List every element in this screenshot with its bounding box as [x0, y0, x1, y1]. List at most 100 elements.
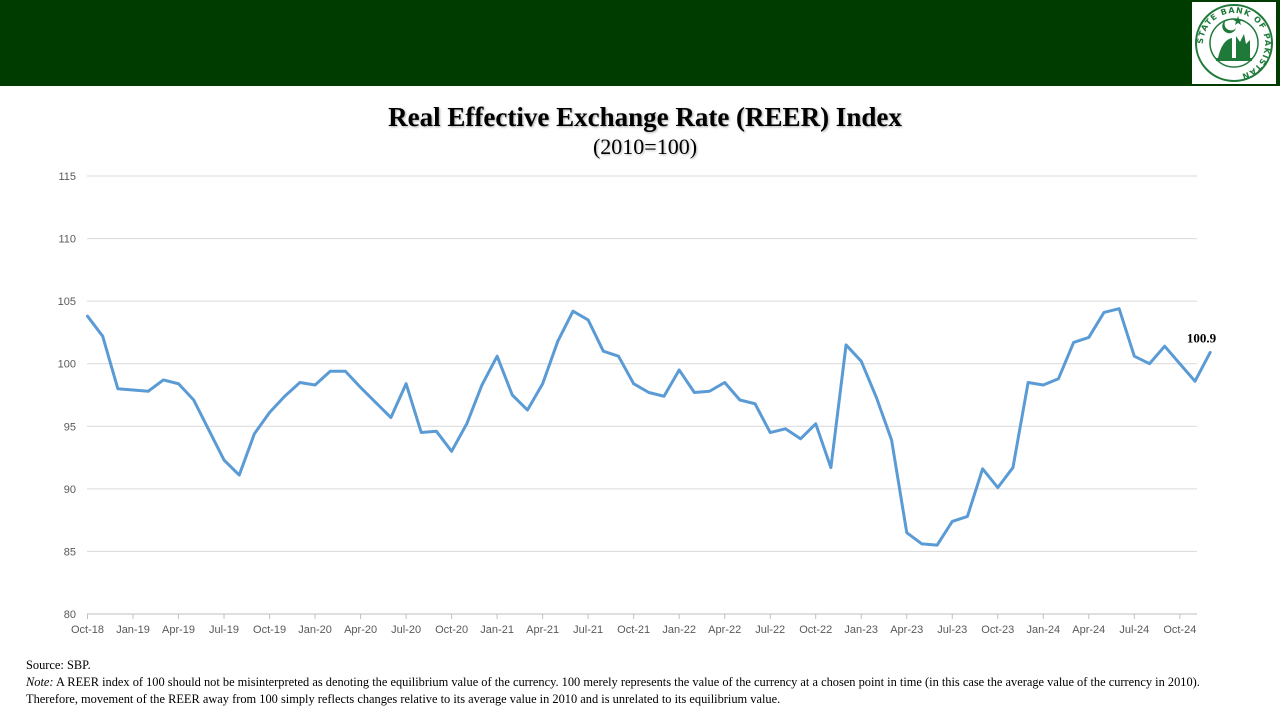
data-point	[784, 427, 787, 430]
data-point	[663, 395, 666, 398]
data-point	[268, 411, 271, 414]
data-point	[450, 450, 453, 453]
data-point	[799, 437, 802, 440]
footer: Source: SBP. Note: A REER index of 100 s…	[26, 657, 1226, 708]
x-tick-label: Jul-21	[573, 624, 603, 636]
data-point	[845, 343, 848, 346]
data-point	[374, 401, 377, 404]
x-tick-label: Oct-18	[71, 624, 104, 636]
data-point	[435, 430, 438, 433]
data-point	[678, 368, 681, 371]
x-tick-label: Apr-20	[344, 624, 377, 636]
x-tick-label: Apr-22	[708, 624, 741, 636]
data-point	[1072, 341, 1075, 344]
data-point	[814, 422, 817, 425]
data-point	[541, 382, 544, 385]
data-point	[253, 432, 256, 435]
data-point	[571, 310, 574, 313]
x-tick-label: Jan-19	[116, 624, 150, 636]
data-point	[966, 515, 969, 518]
data-point	[116, 387, 119, 390]
data-point	[723, 381, 726, 384]
data-point	[1178, 362, 1181, 365]
data-point	[981, 467, 984, 470]
data-point	[1194, 380, 1197, 383]
data-point	[147, 390, 150, 393]
data-point	[238, 474, 241, 477]
data-point	[359, 386, 362, 389]
source-text: Source: SBP.	[26, 658, 91, 672]
data-point	[1163, 345, 1166, 348]
data-point	[936, 544, 939, 547]
x-tick-label: Apr-24	[1072, 624, 1105, 636]
data-point	[405, 382, 408, 385]
x-tick-label: Jul-23	[937, 624, 967, 636]
data-point	[298, 381, 301, 384]
data-point	[617, 355, 620, 358]
data-point	[587, 318, 590, 321]
y-tick-label: 105	[58, 296, 76, 308]
x-tick-label: Oct-23	[981, 624, 1014, 636]
data-point	[344, 370, 347, 373]
data-point	[1209, 351, 1212, 354]
last-value-label: 100.9	[1187, 330, 1217, 345]
data-point	[314, 383, 317, 386]
reer-series-line	[86, 307, 1212, 547]
data-point	[1027, 381, 1030, 384]
data-point	[754, 402, 757, 405]
sbp-seal-icon: STATE BANK OF PAKISTAN	[1195, 4, 1273, 82]
y-tick-label: 80	[64, 609, 76, 621]
x-tick-label: Oct-19	[253, 624, 286, 636]
note-label: Note:	[26, 675, 54, 689]
chart-subtitle: (2010=100)	[592, 134, 698, 159]
data-point	[1011, 466, 1014, 469]
data-point	[769, 431, 772, 434]
data-point	[951, 520, 954, 523]
x-tick-label: Apr-21	[526, 624, 559, 636]
data-point	[465, 422, 468, 425]
data-point	[1087, 336, 1090, 339]
data-point	[223, 459, 226, 462]
data-point	[1057, 377, 1060, 380]
x-tick-label: Jan-22	[662, 624, 696, 636]
x-tick-label: Apr-19	[162, 624, 195, 636]
data-point	[602, 350, 605, 353]
reer-line-chart: 80 85 90 95 100 105 110 115 Oct-18 Jan-19 Apr-19 Ju…	[58, 171, 1217, 636]
data-point	[177, 382, 180, 385]
y-tick-label: 115	[58, 171, 76, 183]
x-tick-label: Jul-20	[391, 624, 421, 636]
x-tick-label: Jan-20	[298, 624, 332, 636]
x-tick-label: Jul-24	[1119, 624, 1149, 636]
data-point	[86, 315, 89, 318]
data-point	[1102, 311, 1105, 314]
data-point	[389, 416, 392, 419]
data-point	[556, 340, 559, 343]
data-point	[132, 388, 135, 391]
data-point	[207, 429, 210, 432]
data-point	[905, 531, 908, 534]
chart-title-block: Real Effective Exchange Rate (REER) Inde…	[0, 100, 1280, 160]
x-tick-label: Apr-23	[890, 624, 923, 636]
note-text: Note: A REER index of 100 should not be …	[26, 674, 1226, 708]
note-body: A REER index of 100 should not be misint…	[26, 675, 1200, 706]
data-point	[101, 335, 104, 338]
data-point	[329, 370, 332, 373]
data-point	[1118, 307, 1121, 310]
x-tick-label: Jan-21	[480, 624, 514, 636]
data-point	[496, 355, 499, 358]
x-tick-label: Oct-22	[799, 624, 832, 636]
y-tick-label: 110	[58, 234, 76, 246]
data-point	[693, 391, 696, 394]
data-point	[920, 542, 923, 545]
sbp-logo: STATE BANK OF PAKISTAN	[1192, 2, 1276, 84]
x-tick-label: Jan-23	[844, 624, 878, 636]
data-point	[283, 395, 286, 398]
data-point	[738, 399, 741, 402]
data-point	[996, 486, 999, 489]
x-tick-label: Jul-19	[209, 624, 239, 636]
data-point	[1148, 362, 1151, 365]
chart-title: Real Effective Exchange Rate (REER) Inde…	[388, 102, 902, 132]
data-point	[192, 399, 195, 402]
data-point	[632, 382, 635, 385]
x-tick-label: Jan-24	[1026, 624, 1060, 636]
